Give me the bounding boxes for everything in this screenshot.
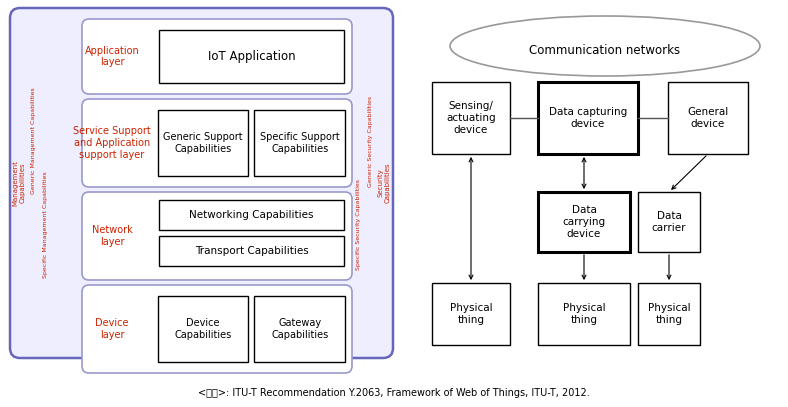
Text: Gateway
Capabilities: Gateway Capabilities bbox=[271, 318, 329, 340]
Text: Networking Capabilities: Networking Capabilities bbox=[189, 210, 314, 220]
Text: Network
layer: Network layer bbox=[91, 225, 132, 247]
Text: Device
layer: Device layer bbox=[95, 318, 128, 340]
Bar bbox=[159, 200, 344, 230]
Text: Security
Capabilities: Security Capabilities bbox=[377, 163, 391, 204]
Text: Physical
thing: Physical thing bbox=[648, 303, 690, 325]
Text: Specific Security Capabilities: Specific Security Capabilities bbox=[356, 179, 362, 271]
Bar bbox=[255, 296, 345, 362]
Bar bbox=[538, 82, 638, 154]
Text: Communication networks: Communication networks bbox=[530, 44, 681, 57]
FancyBboxPatch shape bbox=[10, 8, 393, 358]
Text: Sensing/
actuating
device: Sensing/ actuating device bbox=[446, 101, 496, 135]
FancyBboxPatch shape bbox=[82, 285, 352, 373]
FancyBboxPatch shape bbox=[82, 192, 352, 280]
Bar bbox=[432, 283, 510, 345]
Text: Generic Security Capabilities: Generic Security Capabilities bbox=[369, 95, 374, 186]
Text: Generic Management Capabilities: Generic Management Capabilities bbox=[32, 88, 36, 195]
Ellipse shape bbox=[450, 16, 760, 76]
Bar bbox=[638, 192, 700, 252]
Text: Management
Capabilities: Management Capabilities bbox=[13, 160, 25, 206]
Text: Service Support
and Application
support layer: Service Support and Application support … bbox=[73, 127, 151, 160]
Text: General
device: General device bbox=[687, 107, 729, 129]
Bar bbox=[159, 30, 344, 83]
Text: Data
carrying
device: Data carrying device bbox=[563, 206, 605, 239]
Text: IoT Application: IoT Application bbox=[208, 50, 296, 63]
Text: Physical
thing: Physical thing bbox=[563, 303, 605, 325]
FancyBboxPatch shape bbox=[82, 99, 352, 187]
FancyBboxPatch shape bbox=[82, 19, 352, 94]
Bar bbox=[538, 283, 630, 345]
Bar bbox=[538, 192, 630, 252]
Text: Specific Support
Capabilities: Specific Support Capabilities bbox=[260, 132, 340, 154]
Text: Data capturing
device: Data capturing device bbox=[549, 107, 627, 129]
Bar bbox=[158, 296, 248, 362]
Text: Device
Capabilities: Device Capabilities bbox=[175, 318, 232, 340]
Text: Specific Management Capabilities: Specific Management Capabilities bbox=[43, 172, 49, 278]
Text: Generic Support
Capabilities: Generic Support Capabilities bbox=[163, 132, 243, 154]
Text: Physical
thing: Physical thing bbox=[450, 303, 492, 325]
Bar bbox=[158, 110, 248, 176]
Bar bbox=[159, 236, 344, 266]
Bar bbox=[432, 82, 510, 154]
Text: <자료>: ITU-T Recommendation Y.2063, Framework of Web of Things, ITU-T, 2012.: <자료>: ITU-T Recommendation Y.2063, Frame… bbox=[198, 388, 590, 398]
Text: Application
layer: Application layer bbox=[84, 46, 139, 67]
Bar bbox=[255, 110, 345, 176]
Text: Transport Capabilities: Transport Capabilities bbox=[195, 246, 308, 256]
Text: Data
carrier: Data carrier bbox=[652, 211, 686, 233]
Bar bbox=[638, 283, 700, 345]
Bar bbox=[668, 82, 748, 154]
